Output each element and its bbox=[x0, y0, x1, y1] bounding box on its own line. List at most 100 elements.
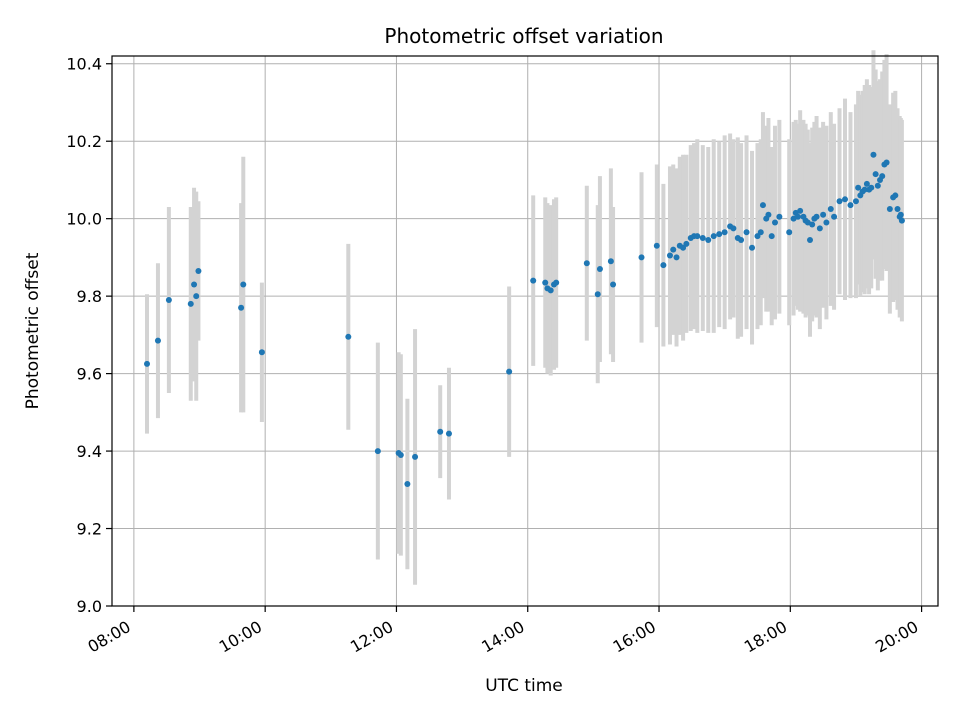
data-point bbox=[699, 235, 706, 242]
data-point bbox=[765, 211, 772, 218]
data-point bbox=[874, 182, 881, 189]
data-point bbox=[861, 186, 868, 193]
data-point bbox=[842, 196, 849, 203]
data-point bbox=[547, 287, 554, 294]
data-point bbox=[610, 281, 617, 288]
data-point bbox=[879, 173, 886, 180]
data-point bbox=[771, 219, 778, 226]
data-point bbox=[397, 451, 404, 458]
data-point bbox=[594, 291, 601, 298]
data-point bbox=[759, 202, 766, 209]
x-tick-label: 10:00 bbox=[216, 617, 265, 657]
data-point bbox=[666, 252, 673, 259]
data-point bbox=[437, 428, 444, 435]
data-point bbox=[863, 180, 870, 187]
data-point bbox=[813, 213, 820, 220]
data-point bbox=[193, 293, 200, 300]
y-tick-label: 10.0 bbox=[66, 210, 102, 229]
data-point bbox=[596, 266, 603, 273]
data-point bbox=[345, 333, 352, 340]
data-point bbox=[820, 211, 827, 218]
data-point bbox=[852, 198, 859, 205]
x-tick-label: 20:00 bbox=[872, 617, 921, 657]
data-point bbox=[530, 277, 537, 284]
data-point bbox=[240, 281, 247, 288]
data-point bbox=[506, 368, 513, 375]
data-point bbox=[374, 448, 381, 455]
data-point bbox=[721, 229, 728, 236]
data-point bbox=[776, 213, 783, 220]
data-point bbox=[743, 229, 750, 236]
x-tick-label: 12:00 bbox=[347, 617, 396, 657]
data-point bbox=[660, 262, 667, 269]
data-point bbox=[847, 202, 854, 209]
data-point bbox=[898, 217, 905, 224]
data-point bbox=[445, 430, 452, 437]
data-point bbox=[794, 213, 801, 220]
data-point bbox=[694, 233, 701, 240]
y-tick-label: 10.2 bbox=[66, 132, 102, 151]
data-point bbox=[730, 225, 737, 232]
data-point bbox=[144, 360, 151, 367]
error-bars bbox=[145, 50, 904, 585]
y-tick-label: 9.6 bbox=[77, 365, 102, 384]
data-point bbox=[892, 192, 899, 199]
data-point bbox=[195, 267, 202, 274]
x-tick-label: 18:00 bbox=[741, 617, 790, 657]
data-point bbox=[165, 297, 172, 304]
data-point bbox=[738, 236, 745, 243]
x-tick-label: 08:00 bbox=[84, 617, 133, 657]
chart-title: Photometric offset variation bbox=[384, 24, 663, 48]
x-tick-label: 16:00 bbox=[610, 617, 659, 657]
data-point bbox=[187, 300, 194, 307]
plot-frame bbox=[111, 55, 939, 607]
data-point bbox=[607, 258, 614, 265]
data-point bbox=[870, 151, 877, 158]
data-point bbox=[583, 260, 590, 267]
data-point bbox=[868, 184, 875, 191]
data-point bbox=[768, 233, 775, 240]
data-point bbox=[749, 244, 756, 251]
data-point bbox=[154, 337, 161, 344]
data-point bbox=[855, 184, 862, 191]
data-point bbox=[404, 480, 411, 487]
data-point bbox=[806, 236, 813, 243]
data-point bbox=[883, 159, 890, 166]
data-point bbox=[809, 221, 816, 228]
data-point bbox=[831, 213, 838, 220]
x-tick-label: 14:00 bbox=[478, 617, 527, 657]
data-point bbox=[191, 281, 198, 288]
y-tick-label: 9.8 bbox=[77, 287, 102, 306]
data-point bbox=[716, 231, 723, 238]
data-point bbox=[797, 207, 804, 214]
data-point bbox=[638, 254, 645, 261]
y-tick-label: 10.4 bbox=[66, 55, 102, 74]
data-point bbox=[542, 279, 549, 286]
y-tick-label: 9.4 bbox=[77, 442, 102, 461]
data-point bbox=[238, 304, 245, 311]
x-axis-label: UTC time bbox=[485, 676, 563, 696]
data-point bbox=[757, 229, 764, 236]
y-tick-label: 9.2 bbox=[77, 520, 102, 539]
data-point bbox=[670, 246, 677, 253]
data-point bbox=[827, 205, 834, 212]
data-point bbox=[786, 229, 793, 236]
data-point bbox=[258, 349, 265, 356]
data-point bbox=[894, 205, 901, 212]
data-points bbox=[144, 151, 905, 487]
data-point bbox=[872, 171, 879, 178]
y-axis: 9.0 9.2 9.4 9.6 9.8 10.0 10.2 10.4 bbox=[66, 55, 112, 616]
y-axis-label: Photometric offset bbox=[23, 252, 43, 409]
data-point bbox=[683, 240, 690, 247]
data-point bbox=[816, 225, 823, 232]
data-point bbox=[705, 236, 712, 243]
data-point bbox=[836, 198, 843, 205]
data-point bbox=[653, 242, 660, 249]
data-point bbox=[897, 211, 904, 218]
data-point bbox=[412, 453, 419, 460]
data-point bbox=[823, 219, 830, 226]
y-tick-label: 9.0 bbox=[77, 597, 102, 616]
data-point bbox=[710, 233, 717, 240]
data-point bbox=[673, 254, 680, 261]
